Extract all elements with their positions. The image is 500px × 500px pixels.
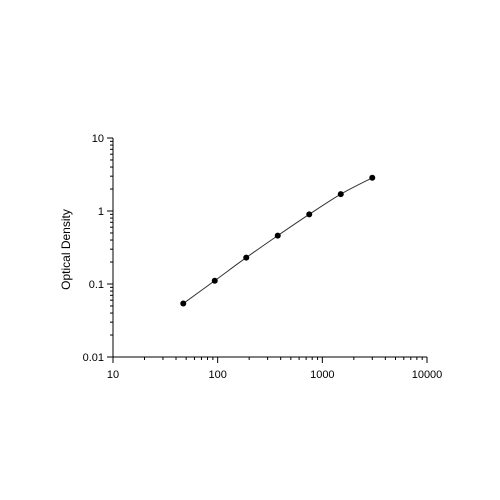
y-axis-ticks: [107, 137, 113, 358]
y-tick-label-0-01: 0.01: [83, 352, 104, 364]
y-axis-title: Optical Density: [59, 209, 73, 290]
data-point-1: [180, 300, 187, 307]
axes: [112, 138, 427, 358]
x-axis-tick-labels: 10 100 1000 10000: [107, 369, 442, 381]
x-axis-ticks: [112, 357, 428, 363]
x-tick-label-1000: 1000: [310, 369, 334, 381]
x-tick-label-100: 100: [208, 369, 226, 381]
y-tick-label-1: 1: [98, 206, 104, 218]
data-point-4: [274, 232, 281, 239]
x-tick-label-10: 10: [107, 369, 119, 381]
data-points: [180, 174, 376, 307]
fit-curve: [182, 177, 373, 304]
data-point-3: [243, 254, 250, 261]
y-tick-label-10: 10: [92, 133, 104, 145]
data-point-7: [369, 174, 376, 181]
y-axis-tick-labels: 10 1 0.1 0.01: [83, 133, 104, 364]
data-point-2: [211, 277, 218, 284]
data-point-6: [337, 191, 344, 198]
x-tick-label-10000: 10000: [412, 369, 443, 381]
data-point-5: [306, 211, 313, 218]
y-tick-label-0-1: 0.1: [89, 279, 104, 291]
